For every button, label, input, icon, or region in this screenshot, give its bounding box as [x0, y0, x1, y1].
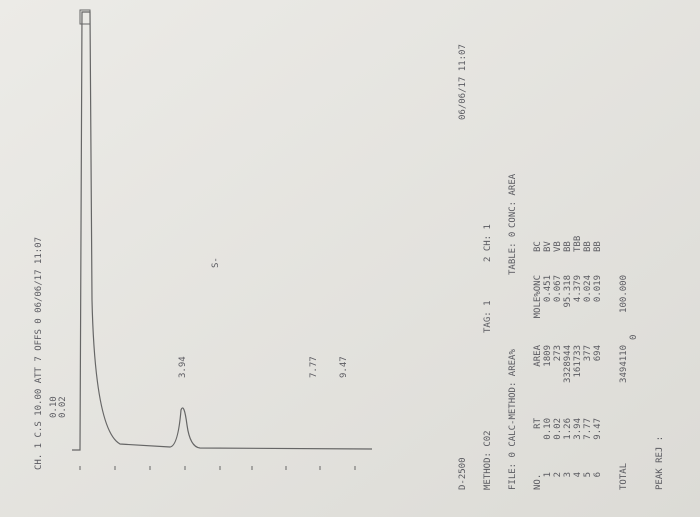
table-cell: 273: [553, 345, 563, 361]
table-cell: 0.067: [553, 275, 563, 302]
peak-label: 9.47: [339, 356, 349, 378]
peak-label: 0.02: [58, 396, 68, 418]
table-cell: 95.318: [563, 275, 573, 308]
table-cell: TBB: [573, 236, 583, 252]
table-cell: 0.10: [543, 418, 553, 440]
column-header: NO.: [533, 474, 543, 490]
table-cell: BB: [563, 241, 573, 252]
file-field: TABLE: 0: [508, 232, 518, 275]
table-cell: 1: [543, 472, 553, 477]
instrument: D-2500: [458, 457, 468, 490]
total-conc: 100.000: [619, 275, 629, 313]
column-header: BC: [533, 241, 543, 252]
table-cell: 3: [563, 472, 573, 477]
total-label: TOTAL: [619, 463, 629, 490]
total-area: 3494110: [619, 345, 629, 383]
table-cell: 4: [573, 472, 583, 477]
chromatogram-trace: [72, 11, 373, 451]
table-cell: 3.94: [573, 418, 583, 440]
peak-cap: [79, 9, 91, 25]
table-cell: BB: [583, 241, 593, 252]
table-cell: 5: [583, 472, 593, 477]
peak-label: 0.10: [49, 396, 59, 418]
file-field: FILE: 0 CALC-METHOD: AREA%: [508, 349, 518, 490]
time-ticks: [79, 466, 356, 470]
column-header: AREA: [533, 344, 543, 366]
peak-label: 3.94: [178, 356, 188, 378]
table-cell: 2: [553, 472, 563, 477]
table-cell: 0.451: [543, 275, 553, 302]
datetime: 06/06/17 11:07: [458, 44, 468, 120]
table-cell: 7.77: [583, 418, 593, 440]
method-field: METHOD: C02: [483, 430, 493, 490]
table-cell: 9.47: [593, 418, 603, 440]
total-sub: 0: [629, 335, 639, 340]
marker: S-: [211, 257, 221, 268]
table-cell: 161733: [573, 345, 583, 378]
column-header: RT: [533, 417, 543, 428]
method-field: 2 CH: 1: [483, 224, 493, 262]
header-line: CH. 1 C.S 10.00 ATT 7 OFFS 0 06/06/17 11…: [34, 237, 44, 470]
table-cell: 0.02: [553, 418, 563, 440]
table-cell: 694: [593, 345, 603, 361]
table-cell: 0.019: [593, 275, 603, 302]
file-field: CONC: AREA: [508, 173, 518, 228]
peak-rej: PEAK REJ :: [655, 436, 665, 490]
table-cell: 6: [593, 472, 603, 477]
column-header: MOLE%ONC: [533, 275, 543, 318]
table-cell: 0.024: [583, 275, 593, 302]
table-cell: 4.379: [573, 275, 583, 302]
table-cell: 1.26: [563, 418, 573, 440]
table-cell: 377: [583, 345, 593, 361]
table-cell: 1809: [543, 345, 553, 367]
table-cell: VB: [553, 241, 563, 252]
method-field: TAG: 1: [483, 300, 493, 333]
peak-label: 7.77: [309, 356, 319, 378]
table-cell: BV: [543, 241, 553, 252]
table-cell: 3328944: [563, 345, 573, 383]
table-cell: BB: [593, 241, 603, 252]
